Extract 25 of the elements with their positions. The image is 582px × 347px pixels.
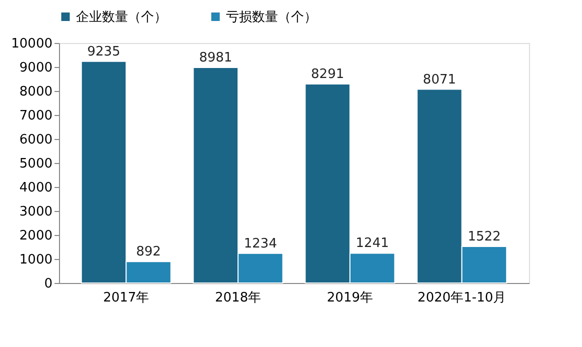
- data-label: 1522: [468, 229, 501, 244]
- legend-label: 亏损数量（个）: [226, 10, 317, 25]
- data-label: 892: [136, 244, 161, 260]
- data-label: 8291: [311, 67, 344, 82]
- data-label: 1234: [244, 236, 277, 252]
- y-tick-label: 7000: [19, 108, 52, 124]
- y-tick-label: 4000: [19, 180, 52, 196]
- y-tick-label: 3000: [19, 204, 52, 220]
- legend-label: 企业数量（个）: [76, 10, 167, 25]
- data-label: 1241: [356, 236, 389, 252]
- y-tick-label: 2000: [19, 228, 52, 244]
- data-label: 8981: [199, 50, 232, 66]
- y-tick-label: 10000: [11, 36, 52, 52]
- x-tick-label: 2018年: [215, 290, 262, 306]
- data-label: 8071: [422, 72, 456, 88]
- y-tick-label: 6000: [19, 132, 52, 148]
- x-tick-label: 2019年: [326, 290, 373, 306]
- data-label: 9235: [87, 44, 120, 60]
- y-tick-label: 0: [44, 276, 52, 292]
- y-tick-label: 8000: [19, 84, 52, 100]
- x-tick-label: 2020年1-10月: [418, 290, 506, 306]
- x-tick-label: 2017年: [103, 290, 150, 306]
- y-tick-label: 1000: [19, 252, 52, 268]
- y-tick-label: 9000: [19, 60, 52, 76]
- y-tick-label: 5000: [19, 156, 52, 172]
